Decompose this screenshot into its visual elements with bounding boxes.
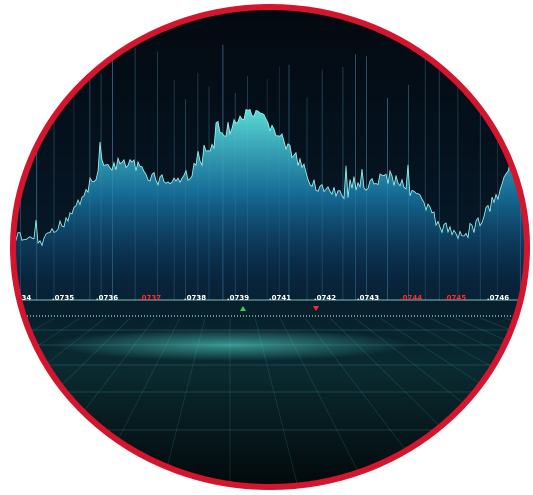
up-arrow bbox=[240, 306, 246, 311]
price-labels: 734 .0735 .0736 .0737 .0738 .0739 .0741 .0742 .0… bbox=[17, 294, 510, 302]
price-label: .0735 bbox=[52, 294, 74, 302]
price-label: .0744 bbox=[400, 294, 422, 302]
price-label: .0739 bbox=[227, 294, 249, 302]
price-label: .0738 bbox=[184, 294, 206, 302]
floor-line bbox=[429, 317, 527, 487]
price-label: 734 bbox=[17, 294, 32, 302]
floor-line bbox=[13, 317, 31, 487]
down-arrow bbox=[313, 306, 319, 311]
price-label: .0741 bbox=[269, 294, 291, 302]
floor-line bbox=[404, 317, 527, 487]
floor-line bbox=[0, 318, 5, 495]
price-label: .0737 bbox=[139, 294, 161, 302]
price-label: .0743 bbox=[357, 294, 379, 302]
price-label: .0745 bbox=[444, 294, 466, 302]
red-border bbox=[10, 4, 530, 490]
price-label: .0746 bbox=[487, 294, 509, 302]
floor-line bbox=[504, 317, 527, 487]
waveform bbox=[13, 108, 527, 301]
price-label: .0736 bbox=[96, 294, 118, 302]
price-label: .0742 bbox=[314, 294, 336, 302]
floor-glow bbox=[50, 329, 410, 361]
